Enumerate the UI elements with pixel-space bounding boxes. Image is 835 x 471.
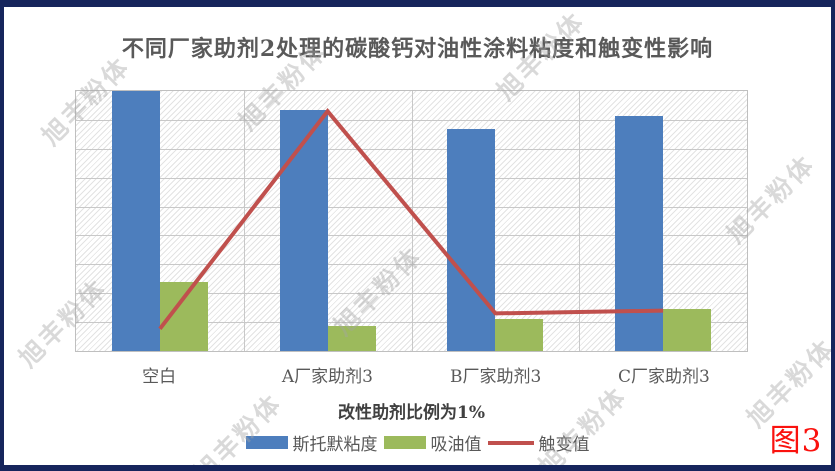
watermark-text: 旭丰粉体 <box>533 381 633 471</box>
chart-title: 不同厂家助剂2处理的碳酸钙对油性涂料粘度和触变性影响 <box>121 36 714 62</box>
bar-吸油值 <box>495 319 544 351</box>
figure-label: 图3 <box>769 423 823 459</box>
legend-label: 斯托默粘度 <box>292 435 378 455</box>
legend-swatch-吸油值 <box>383 436 426 449</box>
legend-item-触变值: 触变值 <box>487 430 590 455</box>
x-axis-label: 空白 <box>142 367 177 387</box>
line-series-触变值 <box>158 107 664 331</box>
page-border-bottom <box>0 465 835 471</box>
gridline-vertical <box>579 91 581 351</box>
bar-吸油值 <box>663 309 712 351</box>
plot-area <box>75 90 748 352</box>
page-border-right <box>831 0 835 471</box>
legend: 斯托默粘度 吸油值 触变值 <box>0 430 835 455</box>
legend-item-吸油值: 吸油值 <box>383 430 482 455</box>
legend-item-斯托默粘度: 斯托默粘度 <box>245 430 378 455</box>
page-border-left <box>0 0 4 471</box>
bar-斯托默粘度 <box>111 91 160 351</box>
x-axis-title: 改性助剂比例为1% <box>338 403 485 423</box>
legend-label: 触变值 <box>538 435 590 455</box>
gridline-vertical <box>411 91 413 351</box>
bar-吸油值 <box>327 326 376 351</box>
legend-label: 吸油值 <box>430 435 482 455</box>
x-axis-label: C厂家助剂3 <box>617 367 710 387</box>
x-axis-label: B厂家助剂3 <box>449 367 542 387</box>
x-axis-labels: 空白 A厂家助剂3 B厂家助剂3 C厂家助剂3 <box>75 362 748 387</box>
bar-斯托默粘度 <box>279 109 328 351</box>
x-axis-label: A厂家助剂3 <box>281 367 373 387</box>
page-border-top <box>0 0 835 7</box>
bar-斯托默粘度 <box>447 128 496 351</box>
legend-swatch-斯托默粘度 <box>245 436 288 449</box>
legend-swatch-触变值 <box>487 440 534 445</box>
